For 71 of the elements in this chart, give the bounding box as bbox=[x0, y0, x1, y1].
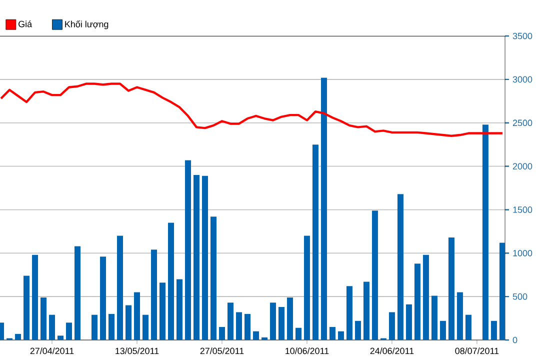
bar bbox=[202, 176, 208, 340]
x-tick-label: 24/06/2011 bbox=[370, 348, 414, 354]
bar bbox=[312, 144, 318, 340]
bar bbox=[193, 174, 200, 340]
bar bbox=[24, 276, 30, 340]
bar bbox=[126, 305, 132, 340]
bar bbox=[338, 331, 344, 340]
bar bbox=[108, 314, 115, 340]
y-tick-label: 3000 bbox=[512, 76, 532, 83]
bar bbox=[422, 254, 429, 340]
y-tick-label: 3500 bbox=[512, 32, 532, 40]
bar bbox=[278, 306, 284, 340]
bar bbox=[397, 194, 404, 340]
bar bbox=[261, 337, 268, 340]
bar bbox=[286, 297, 293, 340]
bar bbox=[15, 334, 22, 340]
bar bbox=[440, 320, 446, 340]
y-tick-label: 2500 bbox=[512, 120, 532, 126]
x-tick-label: 27/05/2011 bbox=[200, 348, 244, 354]
bar bbox=[252, 331, 259, 340]
legend-label: Giá bbox=[18, 20, 32, 28]
bar bbox=[184, 160, 191, 340]
x-tick-label: 08/07/2011 bbox=[455, 348, 499, 354]
y-tick-label: 500 bbox=[512, 293, 528, 300]
bar bbox=[329, 326, 336, 340]
bar bbox=[406, 304, 412, 340]
legend-label: Khối lượng bbox=[65, 20, 108, 30]
bar bbox=[210, 216, 216, 340]
bar bbox=[142, 314, 148, 340]
bar bbox=[40, 297, 47, 340]
y-tick-label: 2000 bbox=[512, 163, 532, 170]
x-tick-label: 10/06/2011 bbox=[286, 348, 329, 354]
bar bbox=[346, 286, 352, 340]
bar bbox=[490, 320, 497, 340]
bar bbox=[320, 78, 327, 340]
bar bbox=[372, 210, 378, 340]
y-tick-label: 1000 bbox=[513, 250, 532, 256]
bar bbox=[414, 264, 420, 340]
bar bbox=[58, 336, 64, 340]
bar bbox=[74, 246, 81, 340]
bar bbox=[66, 322, 72, 340]
bar bbox=[218, 326, 225, 340]
bar bbox=[388, 312, 395, 340]
bar bbox=[354, 320, 361, 340]
bar bbox=[117, 236, 124, 340]
bar bbox=[236, 312, 242, 340]
bar bbox=[134, 292, 140, 340]
bar bbox=[295, 328, 302, 340]
bar bbox=[482, 124, 488, 340]
bar bbox=[304, 236, 310, 340]
bar bbox=[168, 222, 174, 340]
x-tick-label: 27/04/2011 bbox=[30, 348, 74, 354]
bar bbox=[100, 256, 106, 340]
bar bbox=[456, 292, 463, 340]
bar bbox=[363, 282, 370, 340]
bar bbox=[160, 282, 166, 340]
bar bbox=[92, 314, 98, 340]
bar bbox=[465, 314, 472, 340]
bar bbox=[270, 302, 276, 340]
bar bbox=[499, 242, 506, 340]
bar bbox=[32, 254, 38, 340]
x-tick-label: 13/05/2011 bbox=[116, 348, 159, 354]
bar bbox=[431, 296, 438, 340]
bar bbox=[176, 279, 182, 340]
bar bbox=[448, 238, 454, 340]
y-tick-label: 1500 bbox=[513, 206, 532, 213]
bar bbox=[151, 250, 157, 340]
y-tick-label: 0 bbox=[512, 336, 518, 344]
bar bbox=[49, 314, 56, 340]
bar bbox=[244, 314, 250, 340]
bar bbox=[227, 302, 234, 340]
